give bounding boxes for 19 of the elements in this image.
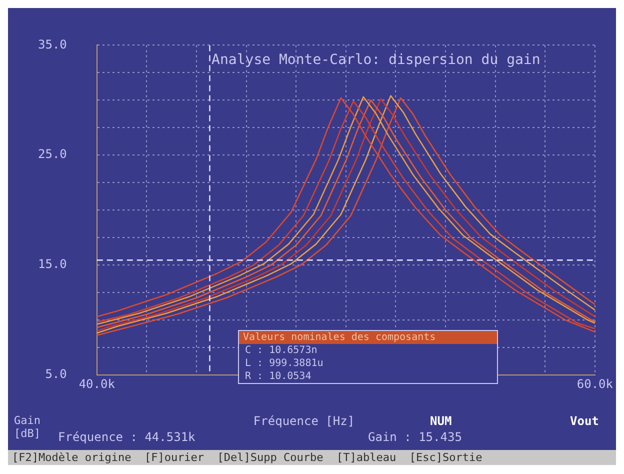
annotation: R : 10.0534 bbox=[244, 370, 312, 383]
annotation: L : 999.3881u bbox=[244, 357, 324, 370]
y-tick-label: 25.0 bbox=[38, 147, 67, 162]
text: Vout bbox=[570, 414, 600, 428]
x-tick-label: 40.0k bbox=[78, 377, 116, 392]
table-header: Valeurs nominales des composants bbox=[239, 331, 497, 344]
x-tick-label: 60.0k bbox=[576, 377, 614, 392]
y-axis-title: Gain [dB] bbox=[14, 414, 42, 440]
text: Fréquence : 44.531k bbox=[58, 430, 196, 444]
text: [F2]Modèle origine [F]ourier [Del]Supp Courbe [T]ableau [Esc]Sortie bbox=[8, 450, 616, 465]
x-axis-title: Fréquence [Hz] bbox=[252, 414, 356, 428]
y-tick-label: 35.0 bbox=[38, 37, 67, 52]
text: NUM bbox=[430, 414, 453, 428]
y-tick-label: 15.0 bbox=[38, 257, 67, 272]
y-tick-label: 5.0 bbox=[45, 366, 67, 381]
component-table: Valeurs nominales des composants C : 10.6573n L : 999.3881u R : 10.0534 bbox=[238, 330, 498, 384]
text: Analyse Monte-Carlo: dispersion du gain bbox=[212, 52, 540, 68]
text: Gain : 15.435 bbox=[368, 430, 462, 444]
annotation: C : 10.6573n bbox=[244, 344, 318, 357]
